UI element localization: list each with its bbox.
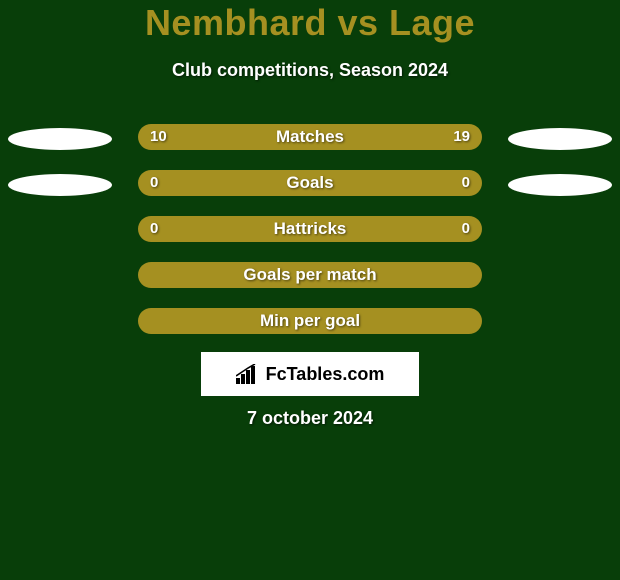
stat-row-matches: Matches1019 (0, 124, 620, 170)
bar-right-fill (310, 216, 482, 242)
stat-row-goals-per-match: Goals per match (0, 262, 620, 308)
stat-row-goals: Goals00 (0, 170, 620, 216)
player-ellipse-left (8, 174, 112, 196)
bar-right-fill (257, 124, 482, 150)
bar-chart-icon (236, 364, 260, 384)
bars-container: Matches1019Goals00Hattricks00Goals per m… (0, 124, 620, 354)
bar-right-fill (310, 308, 482, 334)
player-ellipse-right (508, 174, 612, 196)
player-ellipse-left (8, 128, 112, 150)
bar-track (138, 216, 482, 242)
bar-left-fill (138, 308, 310, 334)
date-line: 7 october 2024 (0, 408, 620, 429)
bar-left-fill (138, 262, 310, 288)
bar-left-fill (138, 124, 257, 150)
bar-right-fill (310, 170, 482, 196)
bar-track (138, 308, 482, 334)
stat-row-hattricks: Hattricks00 (0, 216, 620, 262)
bar-track (138, 262, 482, 288)
brand-text: FcTables.com (266, 364, 385, 385)
stats-canvas: Nembhard vs Lage Club competitions, Seas… (0, 0, 620, 580)
bar-track (138, 124, 482, 150)
page-title: Nembhard vs Lage (0, 2, 620, 44)
player-ellipse-right (508, 128, 612, 150)
bar-left-fill (138, 216, 310, 242)
subtitle: Club competitions, Season 2024 (0, 60, 620, 81)
bar-right-fill (310, 262, 482, 288)
brand-box: FcTables.com (201, 352, 419, 396)
stat-row-min-per-goal: Min per goal (0, 308, 620, 354)
bar-left-fill (138, 170, 310, 196)
bar-track (138, 170, 482, 196)
